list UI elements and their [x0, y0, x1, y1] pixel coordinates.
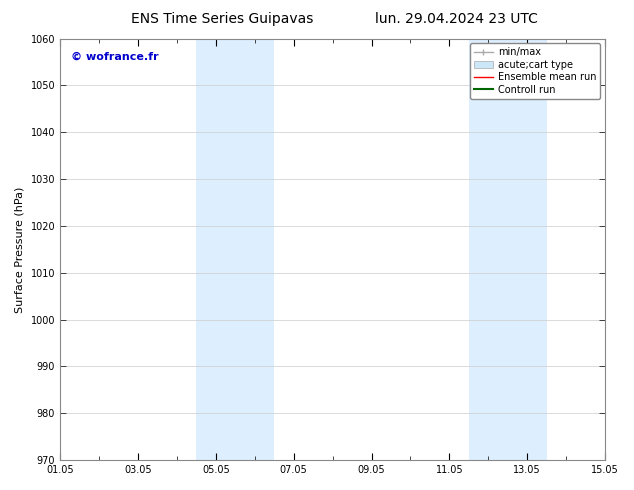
Bar	[469, 39, 508, 460]
Legend: min/max, acute;cart type, Ensemble mean run, Controll run: min/max, acute;cart type, Ensemble mean …	[470, 44, 600, 98]
Text: © wofrance.fr: © wofrance.fr	[71, 51, 158, 61]
Bar	[235, 39, 274, 460]
Text: ENS Time Series Guipavas: ENS Time Series Guipavas	[131, 12, 313, 26]
Bar	[197, 39, 235, 460]
Text: lun. 29.04.2024 23 UTC: lun. 29.04.2024 23 UTC	[375, 12, 538, 26]
Y-axis label: Surface Pressure (hPa): Surface Pressure (hPa)	[15, 186, 25, 313]
Bar	[508, 39, 547, 460]
